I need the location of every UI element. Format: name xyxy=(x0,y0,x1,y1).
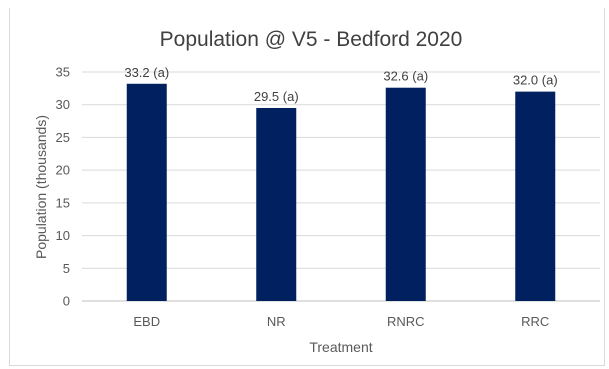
data-labels: 33.2 (a) 29.5 (a) 32.6 (a) 32.0 (a) xyxy=(124,65,557,104)
data-label: 29.5 (a) xyxy=(254,89,299,104)
y-tick-label: 25 xyxy=(56,130,70,145)
y-tick-label: 20 xyxy=(56,163,70,178)
y-tick-label: 0 xyxy=(63,294,70,309)
chart-frame xyxy=(9,8,605,366)
data-label: 32.0 (a) xyxy=(513,73,558,88)
y-axis-ticks: 0 5 10 15 20 25 30 35 xyxy=(56,65,70,309)
y-tick-label: 30 xyxy=(56,97,70,112)
bars xyxy=(126,83,556,302)
bar-ebd xyxy=(126,83,167,301)
x-axis-label: Treatment xyxy=(309,339,372,355)
gridlines xyxy=(82,71,600,302)
chart-title: Population @ V5 - Bedford 2020 xyxy=(160,28,463,51)
y-axis-label: Population (thousands) xyxy=(33,115,49,259)
x-tick-label: EBD xyxy=(133,314,160,329)
y-tick-label: 5 xyxy=(63,261,70,276)
x-axis-ticks: EBD NR RNRC RRC xyxy=(133,314,549,329)
x-tick-label: RNRC xyxy=(387,314,425,329)
data-label: 33.2 (a) xyxy=(124,65,169,80)
y-tick-label: 35 xyxy=(56,65,70,80)
y-tick-label: 15 xyxy=(56,195,70,210)
bar-rrc xyxy=(515,91,556,301)
bar-nr xyxy=(256,107,297,301)
bar-rnrc xyxy=(385,87,426,302)
data-label: 32.6 (a) xyxy=(383,69,428,84)
x-tick-label: RRC xyxy=(521,314,549,329)
x-tick-label: NR xyxy=(267,314,286,329)
y-tick-label: 10 xyxy=(56,228,70,243)
